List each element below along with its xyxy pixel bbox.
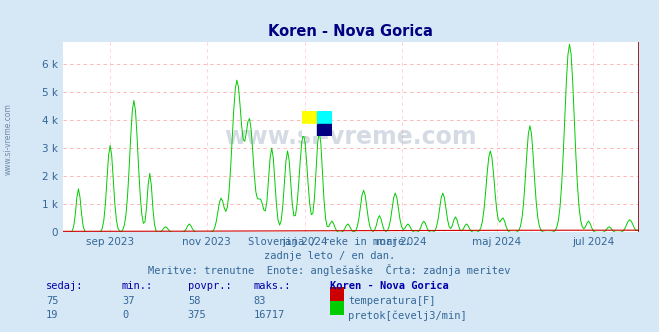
Text: zadnje leto / en dan.: zadnje leto / en dan.: [264, 251, 395, 261]
Text: pretok[čevelj3/min]: pretok[čevelj3/min]: [348, 310, 467, 321]
Title: Koren - Nova Gorica: Koren - Nova Gorica: [268, 24, 434, 39]
Text: povpr.:: povpr.:: [188, 281, 231, 290]
Bar: [302, 111, 317, 124]
Text: Slovenija / reke in morje.: Slovenija / reke in morje.: [248, 237, 411, 247]
Text: maks.:: maks.:: [254, 281, 291, 290]
Bar: [317, 111, 332, 124]
Text: sedaj:: sedaj:: [46, 281, 84, 290]
Text: 0: 0: [122, 310, 128, 320]
Text: temperatura[F]: temperatura[F]: [348, 296, 436, 306]
Text: 58: 58: [188, 296, 200, 306]
Bar: [302, 124, 317, 136]
Text: 19: 19: [46, 310, 59, 320]
Text: Koren - Nova Gorica: Koren - Nova Gorica: [330, 281, 448, 290]
Text: 37: 37: [122, 296, 134, 306]
Text: www.si-vreme.com: www.si-vreme.com: [225, 125, 477, 149]
Text: 375: 375: [188, 310, 206, 320]
Text: Meritve: trenutne  Enote: anglešaške  Črta: zadnja meritev: Meritve: trenutne Enote: anglešaške Črta…: [148, 264, 511, 276]
Text: 83: 83: [254, 296, 266, 306]
Bar: [317, 124, 332, 136]
Text: 16717: 16717: [254, 310, 285, 320]
Text: min.:: min.:: [122, 281, 153, 290]
Text: www.si-vreme.com: www.si-vreme.com: [3, 104, 13, 175]
Text: 75: 75: [46, 296, 59, 306]
